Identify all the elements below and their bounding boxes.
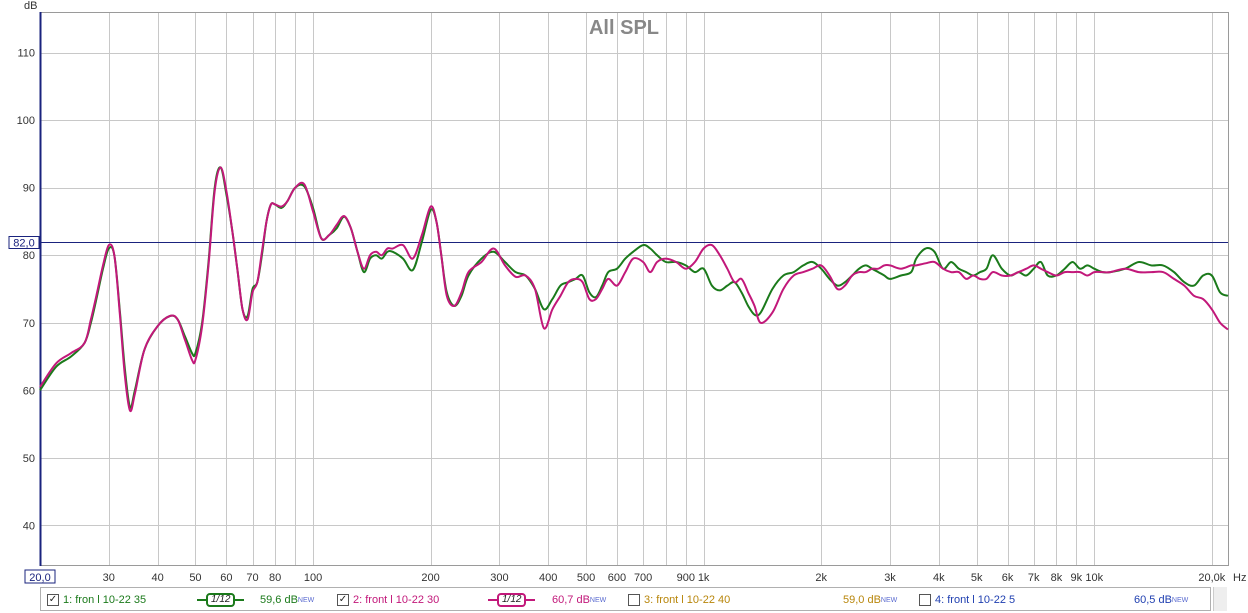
reference-marker[interactable]: 82,0 bbox=[8, 236, 40, 250]
legend-level-1: 59,6 dB NEW bbox=[260, 592, 314, 608]
legend-level-4: 60,5 dB NEW bbox=[1134, 592, 1188, 608]
x-tick-label: 7k bbox=[1028, 572, 1040, 584]
legend-name-3: 3: front l 10-22 40 bbox=[644, 594, 731, 606]
y-tick-label: 40 bbox=[23, 520, 35, 532]
legend-checkbox-1[interactable]: ✓ bbox=[47, 594, 59, 606]
x-tick-label: 5k bbox=[971, 572, 983, 584]
y-tick-label: 60 bbox=[23, 385, 35, 397]
legend-checkbox-3[interactable] bbox=[628, 594, 640, 606]
smoothing-dash-left bbox=[197, 599, 206, 601]
legend-new-tag-4: NEW bbox=[1171, 596, 1189, 604]
series-line-1 bbox=[39, 166, 1229, 409]
x-tick-label: 700 bbox=[634, 572, 652, 584]
legend-name-2: 2: front l 10-22 30 bbox=[353, 594, 440, 606]
legend-item-1: ✓ 1: fron l 10-22 35 bbox=[47, 592, 146, 608]
grid-lines bbox=[40, 12, 1228, 566]
y-tick-label: 80 bbox=[23, 250, 35, 262]
x-tick-label: 9k bbox=[1071, 572, 1083, 584]
y-tick-label: 110 bbox=[17, 48, 35, 60]
x-tick-label: 500 bbox=[577, 572, 595, 584]
x-tick-label: 40 bbox=[151, 572, 163, 584]
legend-level-value-2: 60,7 dB bbox=[552, 594, 590, 606]
y-tick-label: 70 bbox=[23, 318, 35, 330]
legend-scrollbar[interactable] bbox=[1213, 587, 1227, 611]
legend-item-4: 4: front l 10-22 5 bbox=[919, 592, 1015, 608]
smoothing-label-1: 1/12 bbox=[206, 593, 236, 607]
x-tick-label: 4k bbox=[933, 572, 945, 584]
legend-level-value-1: 59,6 dB bbox=[260, 594, 298, 606]
y-axis-unit: dB bbox=[24, 0, 37, 12]
x-tick-label: 50 bbox=[189, 572, 201, 584]
x-tick-label: 200 bbox=[421, 572, 439, 584]
smoothing-label-2: 1/12 bbox=[497, 593, 527, 607]
x-axis-unit: Hz bbox=[1233, 572, 1246, 584]
legend-checkbox-2[interactable]: ✓ bbox=[337, 594, 349, 606]
x-min-marker[interactable]: 20,0 bbox=[24, 569, 56, 584]
x-tick-label: 1k bbox=[698, 572, 710, 584]
x-tick-label: 2k bbox=[815, 572, 827, 584]
x-tick-label: 900 bbox=[677, 572, 695, 584]
x-tick-label: 30 bbox=[103, 572, 115, 584]
legend-bar: ✓ 1: fron l 10-22 35 1/12 59,6 dB NEW ✓ 2… bbox=[40, 587, 1211, 611]
x-tick-label: 8k bbox=[1051, 572, 1063, 584]
legend-name-1: 1: fron l 10-22 35 bbox=[63, 594, 147, 606]
x-tick-label: 100 bbox=[304, 572, 322, 584]
x-min-marker-box bbox=[24, 569, 56, 584]
smoothing-button-2[interactable]: 1/12 bbox=[488, 592, 536, 608]
legend-name-4: 4: front l 10-22 5 bbox=[935, 594, 1016, 606]
legend-item-3: 3: front l 10-22 40 bbox=[628, 592, 730, 608]
smoothing-dash-right bbox=[235, 599, 245, 601]
smoothing-button-1[interactable]: 1/12 bbox=[197, 592, 245, 608]
x-tick-label: 400 bbox=[539, 572, 557, 584]
x-tick-label: 600 bbox=[608, 572, 626, 584]
x-tick-label: 20,0k bbox=[1198, 572, 1225, 584]
smoothing-dash-left bbox=[488, 599, 497, 601]
x-tick-label: 80 bbox=[269, 572, 281, 584]
x-tick-label: 70 bbox=[246, 572, 258, 584]
legend-new-tag-1: NEW bbox=[297, 596, 315, 604]
y-tick-label: 90 bbox=[23, 183, 35, 195]
y-tick-labels: 40 50 60 70 80 90 100 110 bbox=[17, 48, 35, 533]
x-tick-label: 3k bbox=[884, 572, 896, 584]
legend-level-value-3: 59,0 dB bbox=[843, 594, 881, 606]
spl-chart: 40 50 60 70 80 90 100 110 30 40 50 60 70 80 100 200 300… bbox=[8, 0, 1246, 584]
series-group bbox=[39, 166, 1229, 413]
legend-new-tag-2: NEW bbox=[589, 596, 607, 604]
reference-marker-label: 82,0 bbox=[13, 238, 34, 250]
chart-title: All SPL bbox=[589, 17, 659, 39]
x-min-marker-label: 20,0 bbox=[29, 572, 50, 584]
x-tick-label: 300 bbox=[490, 572, 508, 584]
legend-level-2: 60,7 dB NEW bbox=[552, 592, 606, 608]
legend-level-3: 59,0 dB NEW bbox=[843, 592, 897, 608]
plot-frame bbox=[40, 12, 1229, 566]
x-tick-label: 60 bbox=[220, 572, 232, 584]
legend-level-value-4: 60,5 dB bbox=[1134, 594, 1172, 606]
smoothing-dash-right bbox=[526, 599, 536, 601]
series-line-2 bbox=[39, 166, 1229, 413]
legend-item-2: ✓ 2: front l 10-22 30 bbox=[337, 592, 439, 608]
x-tick-labels: 30 40 50 60 70 80 100 200 300 400 500 600 700 900 1k 2k… bbox=[103, 572, 1226, 584]
legend-new-tag-3: NEW bbox=[880, 596, 898, 604]
y-tick-label: 50 bbox=[23, 453, 35, 465]
legend-checkbox-4[interactable] bbox=[919, 594, 931, 606]
reference-marker-box bbox=[8, 236, 40, 249]
y-tick-label: 100 bbox=[17, 115, 35, 127]
x-tick-label: 10k bbox=[1085, 572, 1103, 584]
x-tick-label: 6k bbox=[1002, 572, 1014, 584]
